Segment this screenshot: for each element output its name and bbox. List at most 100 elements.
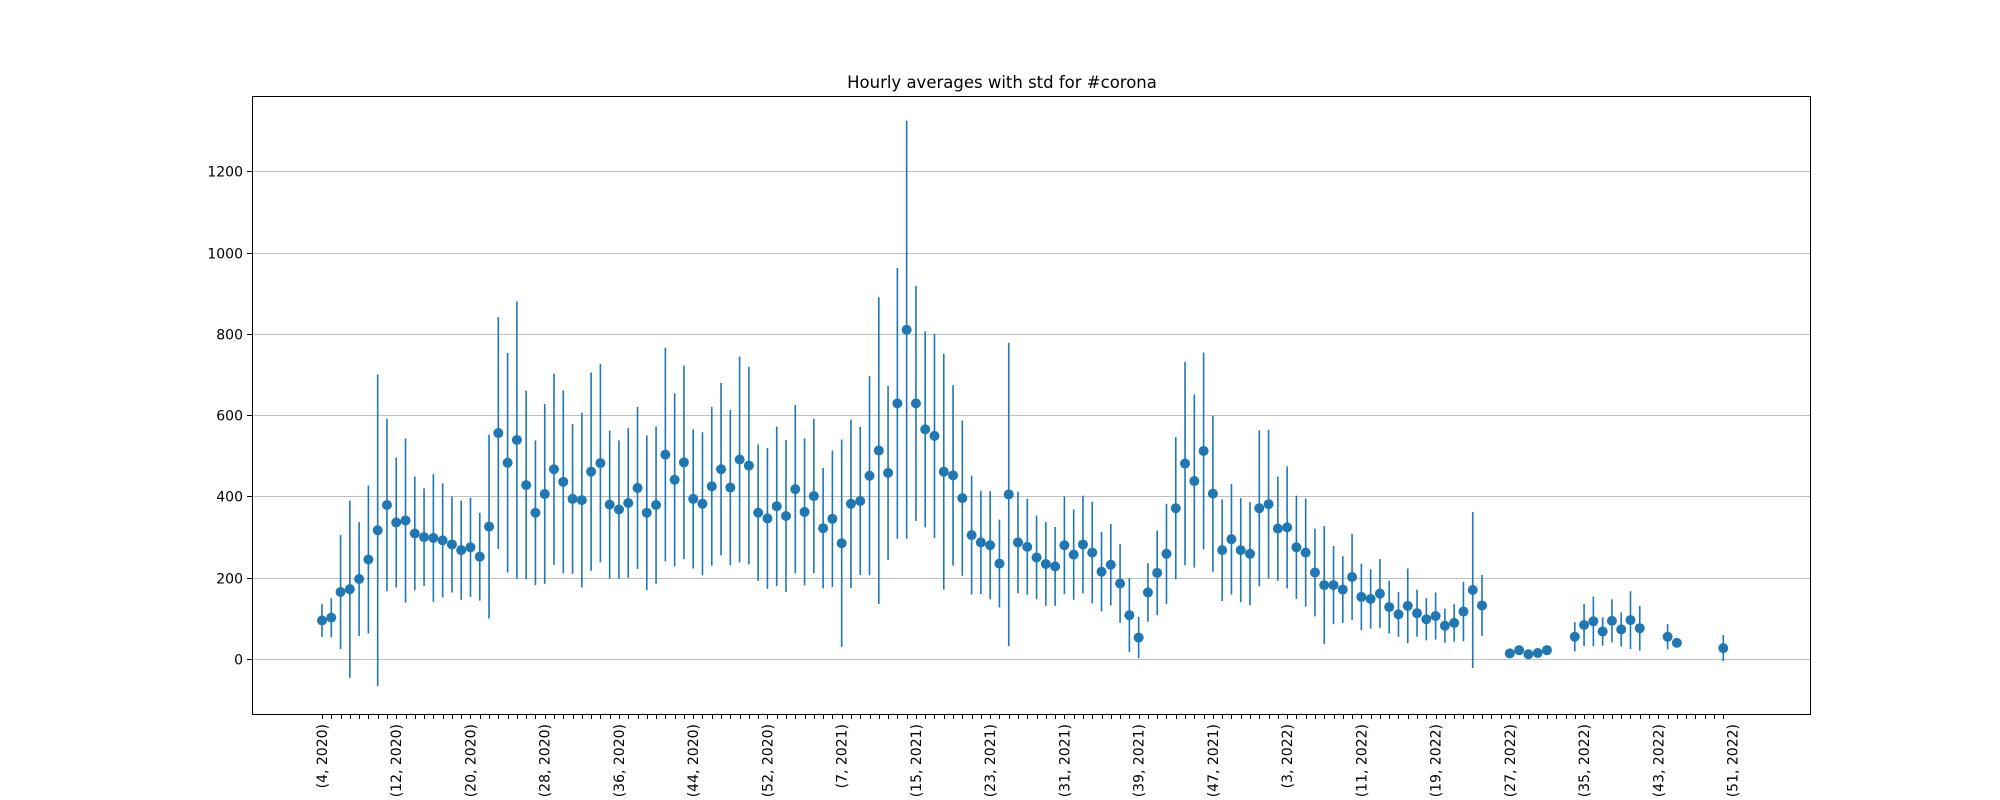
data-point <box>873 445 884 456</box>
data-point <box>827 513 838 524</box>
data-point <box>381 500 392 511</box>
data-point <box>1365 593 1376 604</box>
data-point <box>1634 623 1645 634</box>
x-tick-label: (27, 2022) <box>1503 724 1519 797</box>
data-point <box>511 434 522 445</box>
data-point <box>1523 649 1534 660</box>
data-point <box>1718 643 1729 654</box>
x-tick-label: (51, 2022) <box>1726 724 1742 797</box>
data-point <box>1569 631 1580 642</box>
data-point <box>1031 552 1042 563</box>
data-point <box>317 615 327 626</box>
data-point <box>437 535 448 546</box>
x-tick-label: (35, 2022) <box>1577 724 1593 797</box>
chart-title: Hourly averages with std for #corona <box>847 73 1157 92</box>
data-point <box>1662 631 1673 642</box>
x-tick-label: (15, 2021) <box>909 724 925 797</box>
data-point <box>1430 611 1441 622</box>
data-point <box>1337 584 1348 595</box>
data-point <box>1291 542 1302 553</box>
x-tick-label: (43, 2022) <box>1651 724 1667 797</box>
data-point <box>994 558 1005 569</box>
data-point <box>1579 619 1590 630</box>
data-point <box>419 532 430 543</box>
x-tick-label: (39, 2021) <box>1132 724 1148 797</box>
plot-frame <box>252 96 1811 715</box>
data-point <box>1003 489 1014 500</box>
data-point <box>391 517 402 528</box>
data-point <box>1514 645 1525 656</box>
data-point <box>1207 488 1218 499</box>
data-point <box>1180 458 1191 469</box>
data-point <box>651 500 662 511</box>
y-tick-label: 0 <box>234 653 243 669</box>
data-point <box>1374 588 1385 599</box>
data-point <box>1245 548 1255 559</box>
data-point <box>456 545 467 556</box>
data-point <box>1050 561 1061 572</box>
x-tick-label: (4, 2020) <box>315 724 331 788</box>
data-point <box>1671 637 1682 648</box>
data-point <box>725 482 736 493</box>
data-point <box>1226 534 1237 545</box>
y-axis: 0 200 400 600 800 1000 1200 <box>207 165 252 669</box>
data-point <box>1541 645 1552 656</box>
y-tick-label: 400 <box>216 490 243 506</box>
x-axis: (4, 2020) (12, 2020) (20, 2020) (28, 2020) (… <box>315 714 1742 797</box>
data-point <box>1309 567 1320 578</box>
data-point <box>920 424 931 435</box>
data-point <box>632 482 643 493</box>
data-point <box>966 530 977 541</box>
data-point <box>688 493 699 504</box>
data-point <box>1449 617 1460 628</box>
data-point <box>957 493 968 504</box>
data-point <box>558 476 569 487</box>
data-point <box>734 454 745 465</box>
data-point <box>1235 545 1246 556</box>
data-point <box>1133 632 1144 643</box>
data-point <box>1068 549 1079 560</box>
data-point <box>716 464 727 475</box>
x-tick-label: (47, 2021) <box>1206 724 1222 797</box>
data-point <box>530 507 541 518</box>
data-point <box>799 506 810 517</box>
data-point <box>975 537 986 548</box>
data-point <box>1347 571 1358 582</box>
data-point <box>1393 609 1404 620</box>
x-tick-label: (44, 2020) <box>686 724 702 797</box>
data-point <box>1087 547 1098 558</box>
data-point <box>808 491 819 502</box>
data-point <box>1597 626 1608 637</box>
data-point <box>1328 580 1339 591</box>
data-point <box>929 430 940 441</box>
data-point <box>1263 499 1274 510</box>
y-tick-label: 600 <box>216 409 243 425</box>
data-point <box>771 501 782 512</box>
x-tick-label: (20, 2020) <box>463 724 479 797</box>
data-point <box>641 507 652 518</box>
data-point <box>1059 540 1070 551</box>
x-tick-label: (19, 2022) <box>1429 724 1445 797</box>
data-point <box>1161 548 1172 559</box>
data-point <box>335 587 346 598</box>
data-point <box>623 497 634 508</box>
data-point <box>1504 648 1515 659</box>
data-point <box>613 504 624 515</box>
data-point <box>1477 600 1487 611</box>
data-point <box>1356 591 1367 602</box>
data-point <box>753 507 764 518</box>
data-point <box>836 538 847 549</box>
data-point <box>1077 539 1088 550</box>
data-point <box>1115 578 1126 589</box>
data-point <box>1300 547 1311 558</box>
x-tick-label: (52, 2020) <box>760 724 776 797</box>
data-point <box>892 398 903 409</box>
data-point <box>1170 503 1181 514</box>
data-marks <box>317 120 1729 686</box>
data-point <box>864 470 875 481</box>
y-tick-label: 200 <box>216 572 243 588</box>
data-point <box>855 495 866 506</box>
data-point <box>1421 614 1432 625</box>
